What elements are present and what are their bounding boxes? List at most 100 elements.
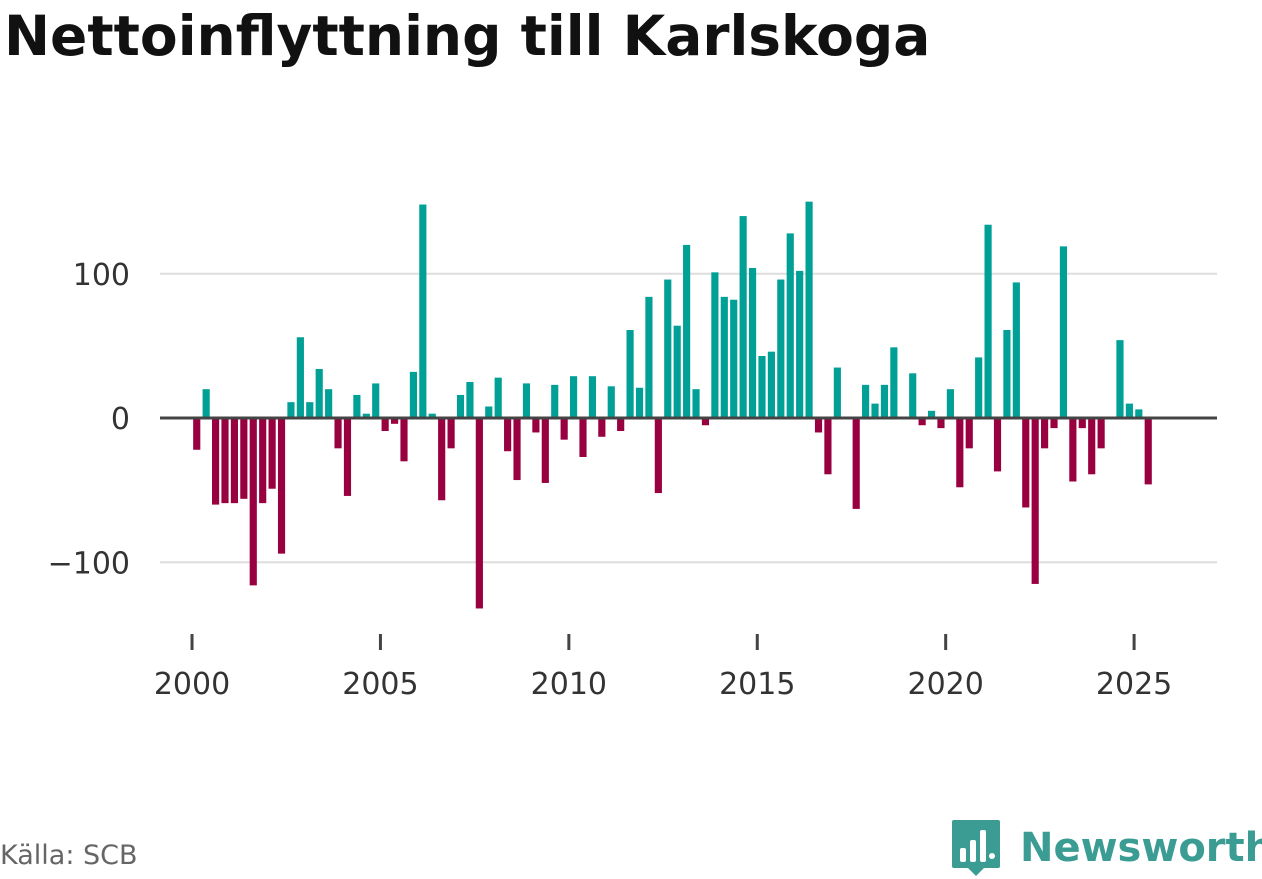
bar	[927, 410, 936, 419]
y-tick-label: −100	[48, 546, 130, 581]
bar	[579, 418, 587, 457]
bar	[975, 357, 983, 419]
bar	[692, 389, 700, 419]
bar	[918, 418, 926, 426]
bar	[862, 384, 870, 419]
bar	[833, 367, 841, 419]
bar	[937, 418, 945, 429]
bar	[362, 413, 370, 419]
bar	[664, 279, 672, 419]
bar	[984, 224, 992, 419]
bar	[522, 383, 531, 419]
bar	[212, 418, 220, 505]
bar	[965, 418, 973, 449]
bar	[466, 381, 474, 419]
bar	[786, 233, 794, 419]
bar	[852, 418, 860, 509]
bar	[287, 402, 295, 419]
bar	[504, 418, 512, 452]
bar	[1012, 282, 1020, 419]
bar	[880, 384, 889, 419]
bar	[1135, 409, 1143, 419]
bar	[956, 418, 964, 488]
y-tick-label: 100	[73, 258, 130, 293]
bar	[532, 418, 540, 433]
bar	[447, 418, 455, 449]
bar	[748, 268, 757, 419]
bar	[626, 330, 634, 419]
bar	[1041, 418, 1049, 449]
bar	[296, 337, 304, 419]
bar	[1031, 418, 1039, 584]
bar	[871, 403, 879, 419]
bar	[419, 204, 427, 419]
bar	[711, 272, 719, 419]
bar	[268, 418, 276, 489]
bar	[249, 418, 257, 586]
bar	[598, 418, 606, 437]
source-label: Källa: SCB	[0, 840, 138, 871]
bar	[391, 418, 399, 424]
bar	[494, 377, 502, 419]
bar	[306, 402, 314, 419]
brand-name: Newsworthy	[1020, 825, 1262, 871]
bar	[541, 418, 549, 483]
bar	[221, 418, 229, 504]
bar	[372, 383, 380, 419]
bar	[1116, 340, 1124, 419]
bar	[456, 394, 465, 419]
bar	[739, 216, 747, 419]
bar	[617, 418, 625, 432]
bar	[259, 418, 267, 504]
bar	[1059, 246, 1068, 419]
bar	[654, 418, 662, 494]
bar	[202, 389, 210, 419]
bar	[1097, 418, 1105, 449]
bar	[645, 296, 653, 419]
bar	[353, 394, 361, 419]
bar	[683, 244, 691, 419]
bar	[409, 371, 417, 419]
bar	[720, 296, 728, 419]
bar	[890, 347, 898, 419]
bar	[334, 418, 342, 449]
brand-logo: Newsworthy	[950, 818, 1262, 878]
bar	[758, 356, 766, 419]
bar	[993, 418, 1002, 472]
x-tick-label: 2025	[1096, 667, 1172, 702]
bar	[485, 406, 493, 419]
bar	[438, 418, 446, 501]
bar-series	[193, 201, 1152, 609]
bar	[1022, 418, 1030, 508]
y-tick-label: 0	[111, 402, 130, 437]
bar	[909, 373, 917, 419]
bar	[805, 201, 813, 419]
bar	[513, 418, 521, 481]
bar	[325, 389, 333, 419]
bar	[824, 418, 832, 475]
bar	[475, 418, 483, 609]
bar	[777, 279, 785, 419]
x-tick-label: 2015	[719, 667, 795, 702]
bar	[277, 418, 286, 554]
bar	[588, 376, 596, 419]
bar	[1144, 418, 1152, 485]
chart-title: Nettoinflyttning till Karlskoga	[4, 4, 931, 68]
bar	[1069, 418, 1077, 482]
bar	[240, 418, 248, 499]
newsworthy-logo-icon	[952, 820, 1000, 876]
bar	[701, 418, 710, 426]
bar	[560, 418, 568, 440]
bar	[428, 413, 436, 419]
bar	[796, 270, 804, 419]
x-tick-label: 2010	[531, 667, 607, 702]
bar	[730, 299, 738, 419]
bar	[1125, 403, 1133, 419]
x-tick-label: 2005	[342, 667, 418, 702]
axes: −100 0 100 2000 2005 2010 2015 2020 2025	[48, 258, 1217, 702]
bar	[607, 386, 615, 419]
bar	[635, 387, 644, 419]
bar	[193, 418, 201, 450]
bar	[1078, 418, 1086, 429]
